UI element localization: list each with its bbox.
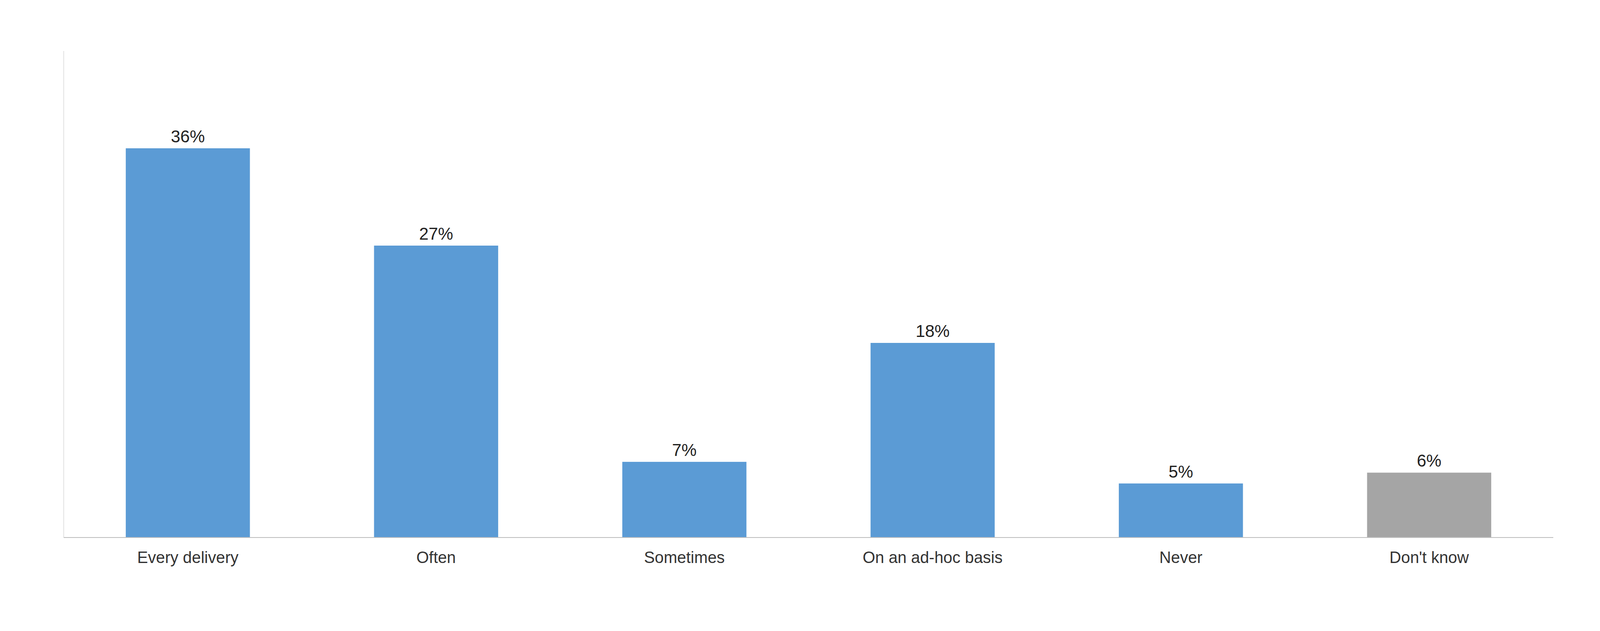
- x-tick-label: Every delivery: [137, 548, 239, 567]
- x-tick-label: On an ad-hoc basis: [862, 548, 1003, 567]
- x-tick-label: Sometimes: [643, 548, 725, 567]
- data-label: 7%: [671, 440, 697, 460]
- x-tick-labels: Every delivery Often Sometimes On an ad-hoc…: [137, 548, 1470, 567]
- x-tick-label: Don't know: [1389, 548, 1469, 567]
- x-axis-line: [63, 536, 1554, 538]
- data-label: 6%: [1416, 451, 1442, 470]
- data-labels: 36% 27% 7% 18% 5% 6%: [170, 126, 1442, 481]
- y-axis-line: [63, 50, 65, 538]
- bar: [125, 148, 250, 538]
- data-label: 18%: [915, 321, 950, 341]
- data-label: 36%: [170, 126, 205, 146]
- data-label: 27%: [419, 224, 454, 243]
- x-tick-label: Often: [416, 548, 456, 567]
- bar: [622, 461, 747, 538]
- x-tick-label: Never: [1159, 548, 1203, 567]
- bars: [125, 148, 1492, 538]
- chart-svg: 36% 27% 7% 18% 5% 6% Every delivery Often Someti…: [0, 0, 1600, 631]
- bar: [1118, 483, 1243, 538]
- bar: [374, 245, 499, 538]
- chart-container: 36% 27% 7% 18% 5% 6% Every delivery Often Someti…: [0, 0, 1600, 631]
- bar: [870, 342, 995, 538]
- bar: [1367, 472, 1492, 538]
- data-label: 5%: [1168, 462, 1194, 481]
